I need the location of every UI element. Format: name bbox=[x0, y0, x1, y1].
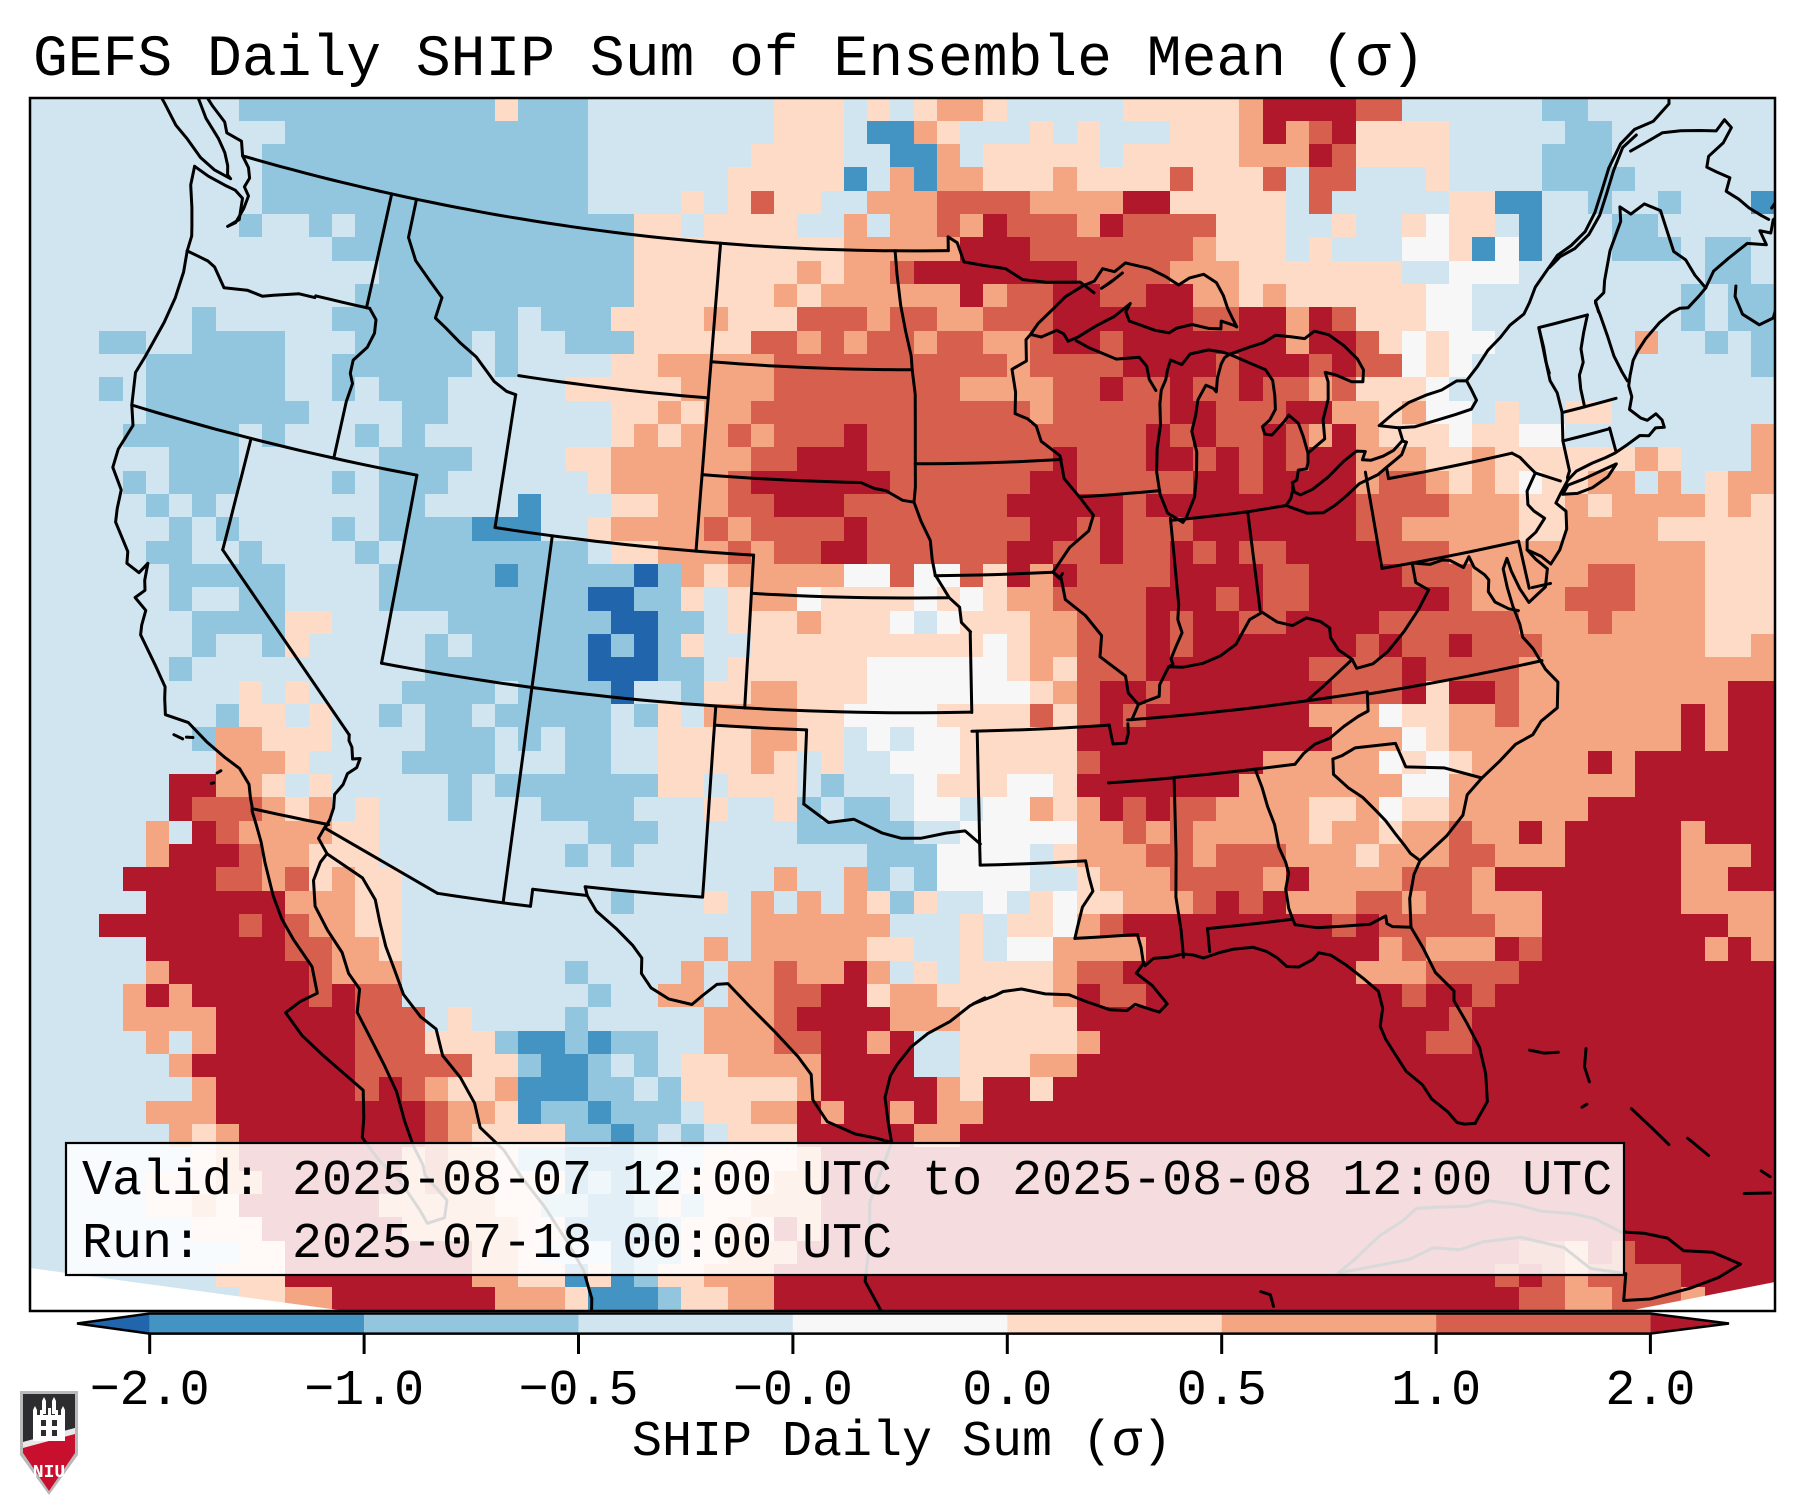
svg-text:2.0: 2.0 bbox=[1605, 1363, 1695, 1420]
svg-text:1.0: 1.0 bbox=[1391, 1363, 1481, 1420]
svg-text:0.0: 0.0 bbox=[962, 1363, 1052, 1420]
svg-text:−1.0: −1.0 bbox=[304, 1363, 424, 1420]
svg-text:NIU: NIU bbox=[33, 1463, 65, 1483]
svg-text:−0.5: −0.5 bbox=[518, 1363, 638, 1420]
svg-text:Valid: 2025-08-07 12:00 UTC to: Valid: 2025-08-07 12:00 UTC to 2025-08-0… bbox=[82, 1153, 1612, 1210]
svg-text:−0.0: −0.0 bbox=[733, 1363, 853, 1420]
svg-text:0.5: 0.5 bbox=[1177, 1363, 1267, 1420]
svg-text:−2.0: −2.0 bbox=[90, 1363, 210, 1420]
svg-text:Run: 2025-07-18 00:00 UTC: Run: 2025-07-18 00:00 UTC bbox=[82, 1216, 892, 1273]
svg-text:GEFS Daily SHIP Sum of Ensembl: GEFS Daily SHIP Sum of Ensemble Mean (σ) bbox=[33, 28, 1425, 93]
svg-text:SHIP Daily Sum (σ): SHIP Daily Sum (σ) bbox=[632, 1414, 1172, 1471]
